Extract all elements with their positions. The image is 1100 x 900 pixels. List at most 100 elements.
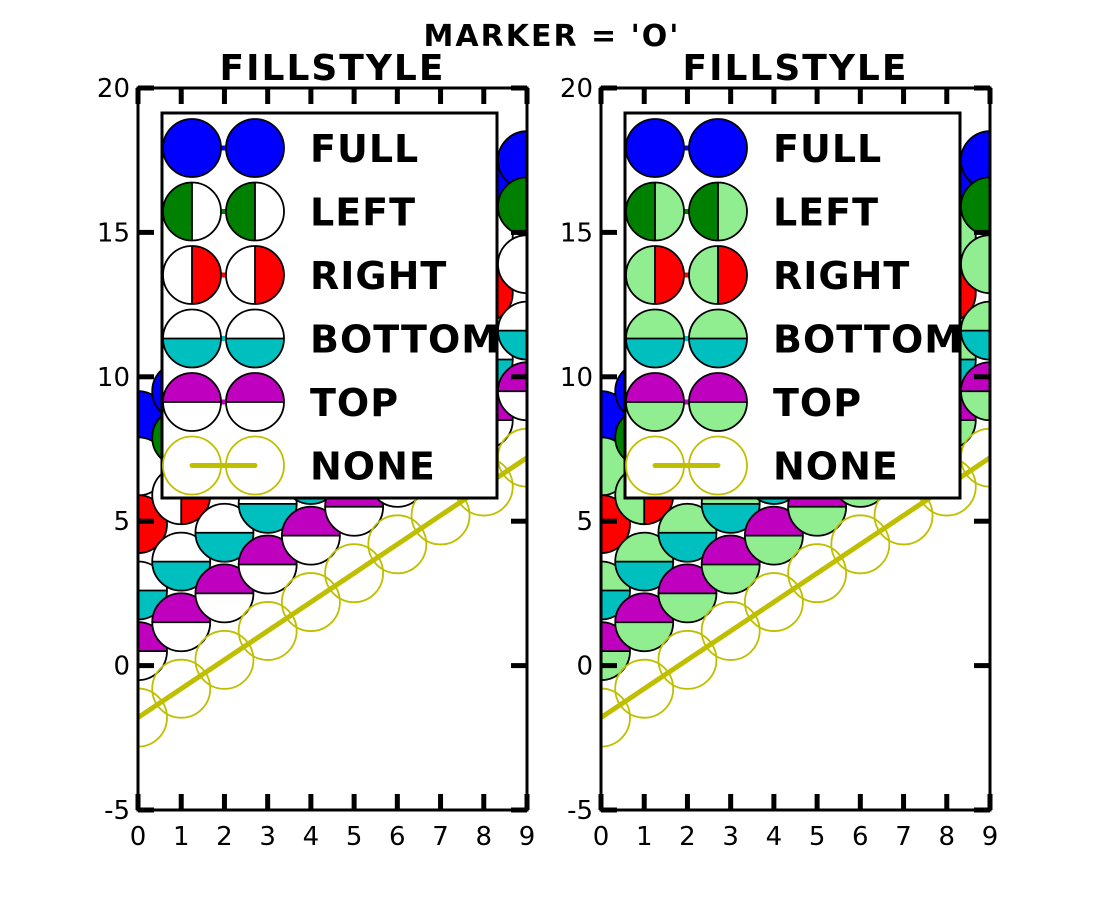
data-point (237, 601, 298, 661)
marker-edge (625, 372, 685, 432)
legend-entry-full: FULL (625, 118, 882, 178)
legend-marker (162, 308, 222, 369)
marker-alt-half (152, 622, 211, 652)
marker-edge (614, 592, 675, 653)
marker-primary-half (990, 235, 1019, 293)
legend-marker (225, 181, 285, 242)
marker-primary-half (163, 373, 221, 402)
marker-alt-half (701, 564, 760, 594)
marker-primary-half (497, 177, 527, 236)
marker-edge (601, 560, 631, 621)
marker-alt-half (163, 309, 221, 339)
marker-face (194, 629, 255, 690)
legend-marker (625, 308, 685, 369)
marker-edge (194, 502, 255, 563)
legend-label: FULL (773, 127, 882, 171)
marker-alt-half (498, 391, 527, 421)
marker-primary-half (192, 246, 221, 304)
marker-alt-half (744, 535, 803, 565)
x-tick-label: 3 (722, 822, 739, 852)
legend-box (160, 111, 499, 500)
legend-entry-none: NONE (162, 435, 435, 496)
marker-alt-half (689, 309, 747, 339)
data-point (151, 658, 212, 719)
marker-alt-half (626, 246, 655, 304)
legend-marker (688, 118, 748, 178)
marker-face (138, 687, 168, 748)
marker-alt-half (626, 402, 684, 431)
marker-edge (625, 245, 685, 305)
y-tick-label: 20 (560, 74, 593, 104)
marker-primary-half (689, 338, 747, 368)
x-tick-label: 9 (519, 822, 536, 852)
marker-face (787, 543, 848, 604)
legend-marker (688, 372, 748, 432)
legend-label: TOP (773, 381, 862, 425)
marker-edge (138, 560, 168, 621)
legend-entry-left: LEFT (162, 181, 415, 242)
y-tick-label: 20 (97, 74, 130, 104)
marker-edge (625, 181, 685, 242)
legend-marker (625, 245, 685, 305)
marker-alt-half (788, 506, 847, 536)
marker-primary-half (138, 622, 167, 652)
marker-primary-half (498, 330, 527, 360)
x-tick-label: 1 (173, 822, 190, 852)
legend-marker (688, 308, 748, 369)
marker-face (225, 435, 285, 496)
legend-entry-left: LEFT (625, 181, 878, 242)
legend-entry-bottom: BOTTOM (162, 308, 500, 369)
legend-entry-top: TOP (625, 372, 862, 432)
marker-primary-half (138, 590, 167, 620)
series-line (601, 455, 990, 721)
marker-edge (162, 181, 222, 242)
marker-primary-half (163, 182, 192, 241)
marker-edge (225, 308, 285, 369)
marker-alt-half (325, 506, 384, 536)
marker-edge (138, 494, 168, 554)
data-point (743, 505, 804, 566)
marker-edge (743, 505, 804, 566)
marker-primary-half (689, 182, 718, 241)
marker-edge (688, 181, 748, 242)
y-tick-label: 10 (97, 363, 130, 393)
legend-entry-full: FULL (162, 118, 418, 178)
legend-marker (162, 118, 222, 178)
marker-alt-half (281, 535, 340, 565)
marker-primary-half (109, 437, 138, 495)
data-point (138, 560, 168, 621)
marker-edge (601, 494, 631, 554)
x-tick-label: 5 (346, 822, 363, 852)
legend-label: RIGHT (310, 254, 447, 298)
marker-edge (601, 621, 631, 682)
marker-primary-half (238, 503, 297, 533)
legend-entry-none: NONE (625, 435, 898, 496)
x-tick-label: 8 (939, 822, 956, 852)
x-tick-label: 6 (389, 822, 406, 852)
marker-face (162, 118, 222, 178)
marker-alt-half (655, 182, 684, 241)
data-point (830, 514, 891, 575)
data-point (280, 572, 341, 632)
marker-edge (625, 308, 685, 369)
x-tick-label: 4 (303, 822, 320, 852)
y-tick-label: 0 (576, 652, 593, 682)
marker-face (700, 601, 761, 661)
marker-face (625, 118, 685, 178)
marker-primary-half (961, 330, 990, 360)
marker-edge (162, 245, 222, 305)
data-point (367, 514, 428, 575)
legend-marker (162, 372, 222, 432)
marker-edge (225, 372, 285, 432)
marker-alt-half (255, 182, 284, 241)
legend-entry-top: TOP (162, 372, 398, 432)
y-tick-label: 0 (113, 652, 130, 682)
legend-label: BOTTOM (310, 318, 500, 362)
marker-alt-half (990, 177, 1019, 235)
data-point (787, 543, 848, 604)
x-tick-label: 8 (476, 822, 493, 852)
marker-primary-half (658, 532, 717, 562)
